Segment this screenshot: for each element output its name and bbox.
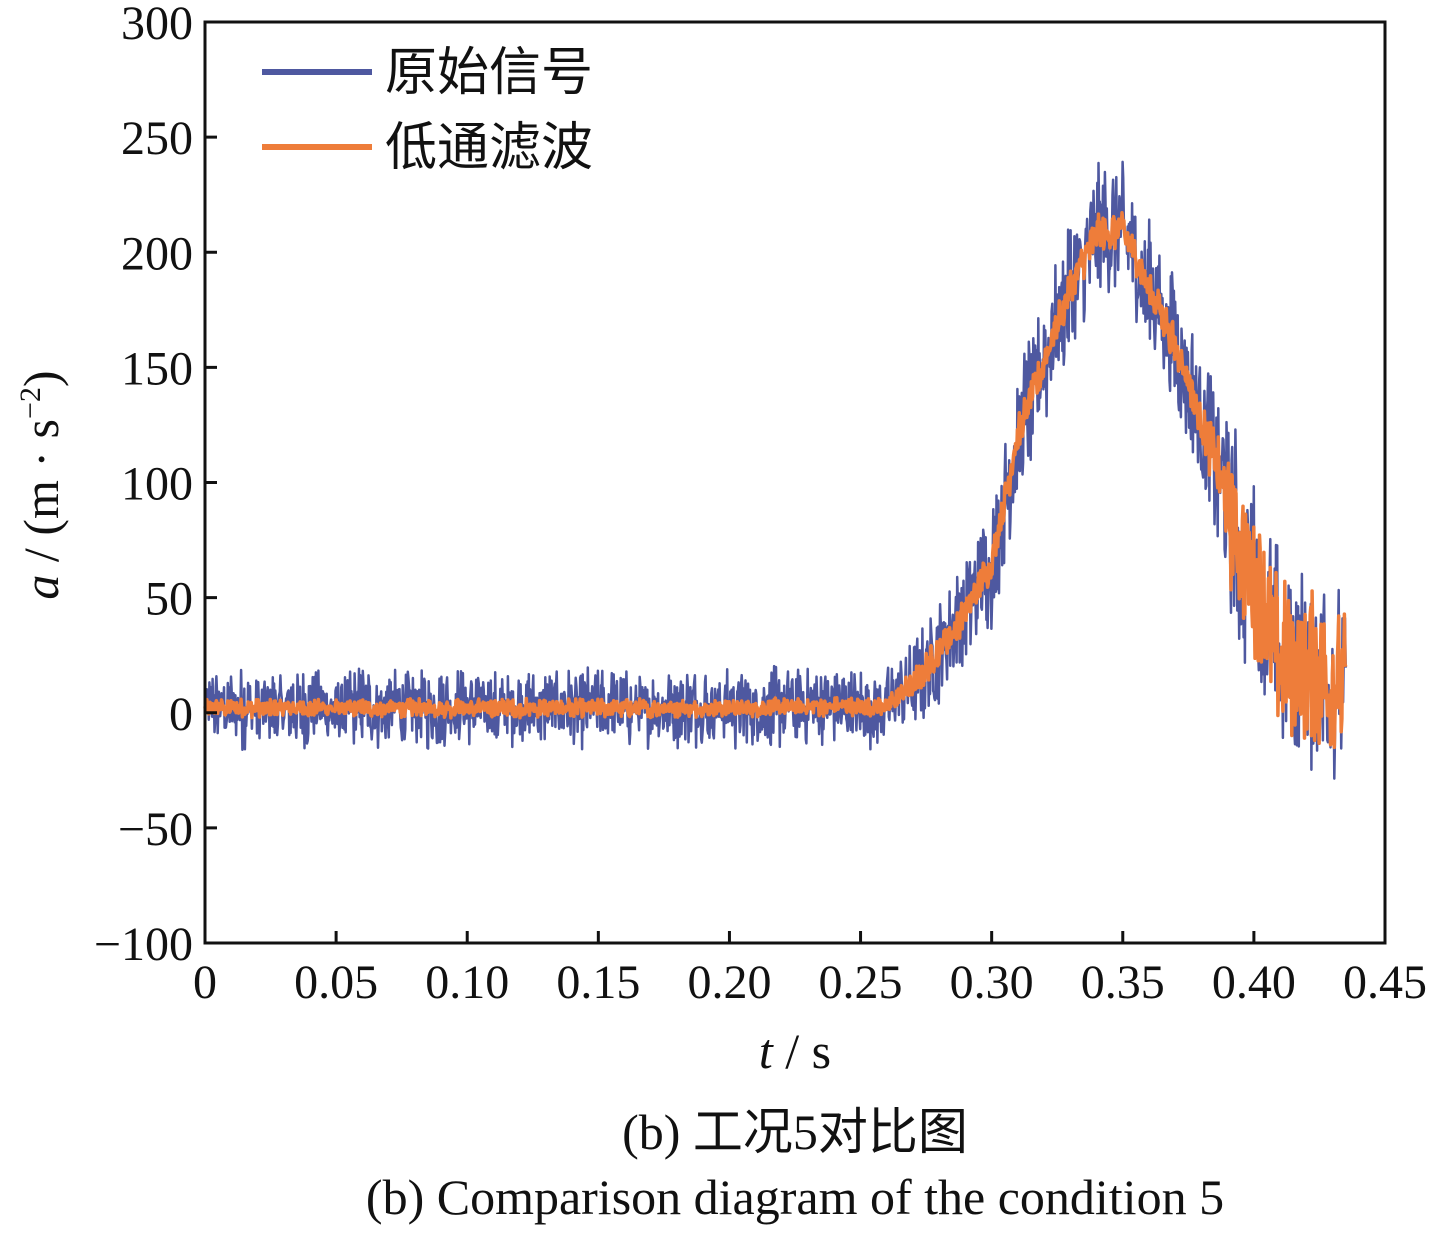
- y-axis-label: a / (m · s−2): [13, 370, 69, 599]
- y-tick-label: 50: [145, 573, 193, 626]
- plot-frame: [203, 20, 1387, 945]
- y-tick-label: 300: [121, 0, 193, 50]
- caption-chinese: (b) 工况5对比图: [622, 1104, 968, 1160]
- x-tick-label: 0.30: [950, 956, 1034, 1009]
- x-tick-label: 0.35: [1081, 956, 1165, 1009]
- y-tick-label: 250: [121, 112, 193, 165]
- y-tick-label: 100: [121, 458, 193, 511]
- y-tick-label: 150: [121, 342, 193, 395]
- x-tick-label: 0.25: [819, 956, 903, 1009]
- x-tick-label: 0.10: [425, 956, 509, 1009]
- legend-label-raw: 原始信号: [385, 45, 593, 102]
- series-line-raw: [203, 160, 1347, 780]
- series-line-filtered: [203, 211, 1348, 750]
- x-tick-label: 0.15: [556, 956, 640, 1009]
- x-tick-label: 0.20: [687, 956, 771, 1009]
- legend-label-filtered: 低通滤波: [385, 120, 593, 177]
- legend: 原始信号 低通滤波: [262, 45, 593, 177]
- y-tick-label: −100: [94, 918, 193, 971]
- x-tick-label: 0.05: [294, 956, 378, 1009]
- y-tick-label: −50: [118, 803, 193, 856]
- caption-english: (b) Comparison diagram of the condition …: [365, 1169, 1225, 1225]
- y-tick-label: 200: [121, 227, 193, 280]
- x-axis-label: t / s: [759, 1023, 831, 1079]
- x-tick-label: 0.45: [1343, 956, 1427, 1009]
- x-tick-label: 0: [193, 956, 217, 1009]
- x-tick-label: 0.40: [1212, 956, 1296, 1009]
- y-tick-label: 0: [169, 688, 193, 741]
